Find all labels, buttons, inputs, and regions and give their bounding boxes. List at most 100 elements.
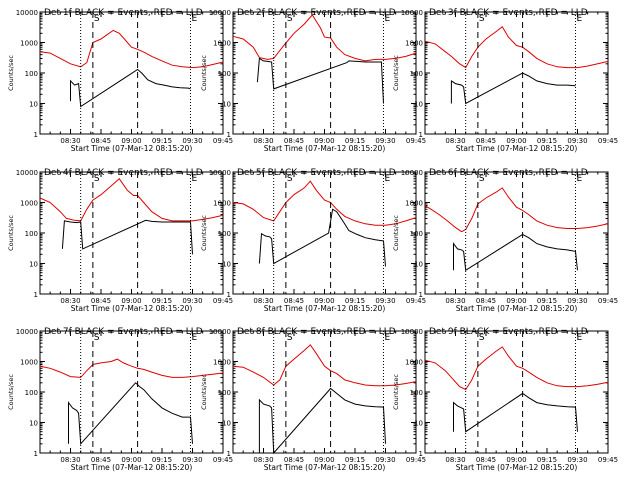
y-axis-label: Counts/sec xyxy=(392,374,400,410)
chart-panel: Det 5f BLACK = Events, RED = LLD11010010… xyxy=(200,168,426,313)
chart-panel: Det 7f BLACK = Events, RED = LLD11010010… xyxy=(7,327,233,472)
chart-panel: Det 2f BLACK = Events, RED = LLD11010010… xyxy=(200,8,426,153)
x-tick-label: 09:00 xyxy=(314,137,334,145)
x-tick-label: 09:00 xyxy=(121,456,141,464)
x-tick-label: 09:30 xyxy=(182,456,202,464)
x-tick-label: 08:30 xyxy=(445,137,465,145)
x-axis-label: Start Time (07-Mar-12 08:15:20) xyxy=(71,463,193,472)
y-tick-label: 100 xyxy=(410,70,423,78)
y-tick-label: 100 xyxy=(25,389,38,397)
x-tick-label: 09:45 xyxy=(406,137,426,145)
series-line-events xyxy=(68,382,193,446)
x-axis-label: Start Time (07-Mar-12 08:15:20) xyxy=(264,304,386,313)
x-tick-label: 09:45 xyxy=(598,456,618,464)
plot-frame xyxy=(232,11,417,135)
x-tick-label: 09:30 xyxy=(375,297,395,305)
y-tick-label: 1 xyxy=(227,131,231,139)
y-tick-label: 10000 xyxy=(16,328,38,336)
series-line-events xyxy=(450,72,576,105)
y-axis-label: Counts/sec xyxy=(392,215,400,251)
series-line-lld xyxy=(232,180,417,226)
event-marker-label: S xyxy=(287,174,293,184)
x-tick-label: 09:15 xyxy=(537,297,557,305)
event-marker-label: S xyxy=(479,333,485,343)
x-tick-label: 08:30 xyxy=(445,456,465,464)
y-tick-label: 100 xyxy=(218,230,231,238)
event-marker-label: E xyxy=(191,174,197,184)
event-marker-label: S xyxy=(287,333,293,343)
y-axis-label: Counts/sec xyxy=(7,374,15,410)
plot-frame xyxy=(232,171,417,295)
x-axis-label: Start Time (07-Mar-12 08:15:20) xyxy=(456,144,578,153)
y-axis-label: Counts/sec xyxy=(200,215,208,251)
y-tick-label: 10000 xyxy=(401,169,423,177)
series-line-events xyxy=(258,208,386,267)
y-tick-label: 1000 xyxy=(20,40,38,48)
event-marker-label: S xyxy=(479,14,485,24)
y-tick-label: 10 xyxy=(222,101,231,109)
x-tick-label: 08:30 xyxy=(253,137,273,145)
chart-title: Det 9f BLACK = Events, RED = LLD xyxy=(429,327,588,337)
x-tick-label: 09:15 xyxy=(345,456,365,464)
chart-panel: Det 9f BLACK = Events, RED = LLD 1 10 100 10… xyxy=(392,327,618,472)
x-tick-label: 09:45 xyxy=(213,297,233,305)
series-line-lld xyxy=(424,346,609,391)
event-marker-label: S xyxy=(94,333,100,343)
x-tick-label: 09:00 xyxy=(506,297,526,305)
y-tick-label: 1 xyxy=(419,131,423,139)
chart-title: Det 6f BLACK = Events, RED = LLD xyxy=(429,168,588,178)
x-tick-label: 09:45 xyxy=(598,297,618,305)
plot-frame xyxy=(424,11,609,135)
x-tick-label: 09:00 xyxy=(121,137,141,145)
series-line-lld xyxy=(424,187,609,233)
series-line-events xyxy=(256,57,384,104)
y-tick-label: 10000 xyxy=(209,169,231,177)
y-tick-label: 1 xyxy=(419,450,423,458)
x-tick-label: 09:30 xyxy=(567,456,587,464)
plot-frame xyxy=(39,330,224,454)
x-tick-label: 08:45 xyxy=(91,297,111,305)
x-tick-label: 08:45 xyxy=(284,297,304,305)
series-line-lld xyxy=(232,344,417,387)
x-tick-label: 09:30 xyxy=(182,297,202,305)
x-tick-label: 08:30 xyxy=(253,456,273,464)
x-axis-label: Start Time (07-Mar-12 08:15:20) xyxy=(264,463,386,472)
x-tick-label: 08:30 xyxy=(445,297,465,305)
chart-panel: Det 8f BLACK = Events, RED = LLD11010010… xyxy=(200,327,426,472)
x-tick-label: 08:45 xyxy=(91,137,111,145)
x-axis-label: Start Time (07-Mar-12 08:15:20) xyxy=(71,304,193,313)
y-tick-label: 100 xyxy=(218,70,231,78)
y-tick-label: 100 xyxy=(25,230,38,238)
series-line-events xyxy=(61,219,193,255)
y-tick-label: 10000 xyxy=(209,328,231,336)
y-tick-label: 10 xyxy=(29,261,38,269)
y-tick-label: 1000 xyxy=(213,200,231,208)
y-tick-label: 10 xyxy=(222,420,231,428)
plot-frame xyxy=(424,330,609,454)
y-tick-label: 10 xyxy=(222,261,231,269)
x-tick-label: 09:45 xyxy=(406,297,426,305)
chart-panel: Det 3f BLACK = Events, RED = LLD 1 10 100 10… xyxy=(392,8,618,153)
y-axis-label: Counts/sec xyxy=(200,374,208,410)
x-tick-label: 08:45 xyxy=(284,456,304,464)
x-tick-label: 08:30 xyxy=(60,297,80,305)
x-tick-label: 08:45 xyxy=(284,137,304,145)
chart-title: Det 4f BLACK = Events, RED = LLD xyxy=(44,168,203,178)
x-tick-label: 09:15 xyxy=(152,456,172,464)
x-tick-label: 09:15 xyxy=(152,137,172,145)
event-marker-label: E xyxy=(384,14,390,24)
x-tick-label: 09:30 xyxy=(567,137,587,145)
x-axis-label: Start Time (07-Mar-12 08:15:20) xyxy=(264,144,386,153)
y-tick-label: 1000 xyxy=(405,359,423,367)
x-tick-label: 09:00 xyxy=(506,456,526,464)
plot-frame xyxy=(424,171,609,295)
x-tick-label: 09:15 xyxy=(345,137,365,145)
y-tick-label: 100 xyxy=(410,230,423,238)
y-tick-label: 100 xyxy=(218,389,231,397)
y-tick-label: 1 xyxy=(419,291,423,299)
y-tick-label: 1 xyxy=(34,291,38,299)
y-tick-label: 1 xyxy=(34,131,38,139)
x-tick-label: 09:15 xyxy=(345,297,365,305)
series-line-events xyxy=(453,233,578,272)
